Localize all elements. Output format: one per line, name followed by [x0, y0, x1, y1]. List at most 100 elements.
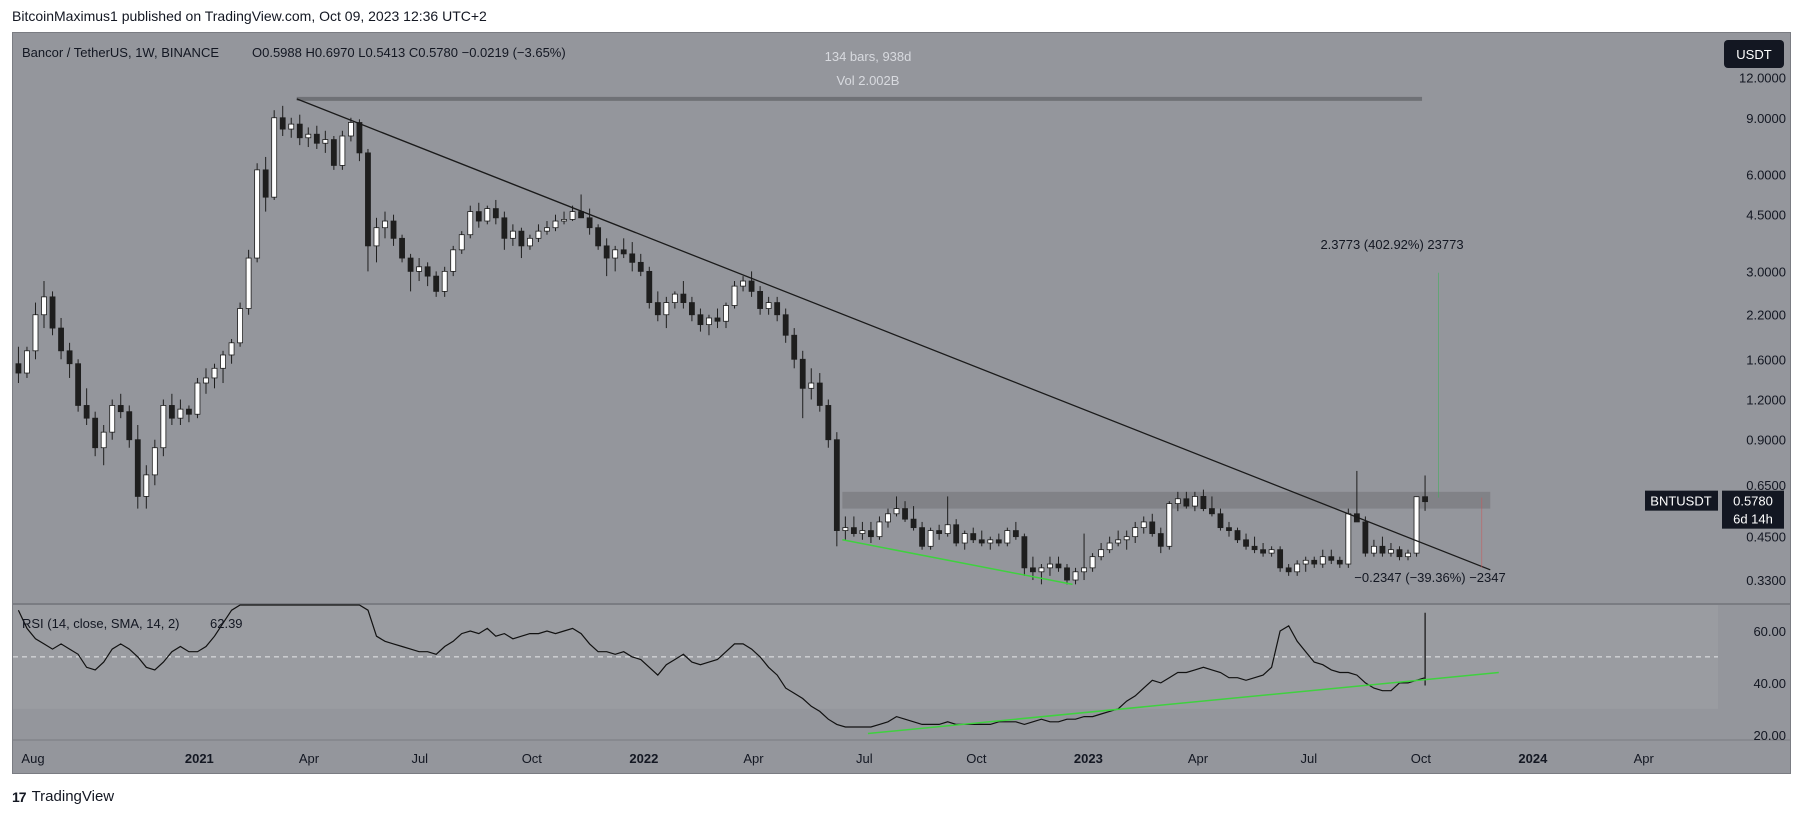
- candle-down: [399, 237, 405, 259]
- candle-down: [83, 405, 90, 419]
- candle-down: [595, 227, 602, 247]
- candle-up: [24, 350, 30, 374]
- candle-up: [1405, 552, 1411, 558]
- candle-up: [194, 382, 201, 415]
- candle-up: [211, 367, 218, 379]
- candle-down: [92, 417, 99, 449]
- candle-down: [629, 253, 636, 263]
- candle-up: [893, 508, 900, 515]
- candle-down: [1183, 498, 1190, 507]
- price-tick-label: 4.5000: [1746, 208, 1786, 223]
- time-tick-label: Jul: [411, 751, 428, 766]
- candle-down: [714, 317, 721, 322]
- candle-up: [527, 237, 533, 247]
- price-axis-bg: [1718, 33, 1790, 773]
- candle-up: [544, 227, 550, 232]
- time-tick-label: Aug: [21, 751, 44, 766]
- candle-down: [15, 363, 22, 374]
- candle-up: [245, 257, 252, 309]
- rsi-title: RSI (14, close, SMA, 14, 2): [22, 616, 180, 631]
- rsi-tick-label: 60.00: [1753, 624, 1786, 639]
- support-line: [842, 539, 1073, 586]
- candle-down: [1285, 567, 1292, 573]
- rsi-band: [13, 605, 1718, 709]
- time-tick-label: Jul: [1300, 751, 1317, 766]
- rsi-value: 62.39: [210, 616, 243, 631]
- candle-up: [1089, 556, 1096, 569]
- candle-up: [987, 539, 994, 544]
- tradingview-logo-icon: 17: [12, 788, 27, 805]
- candle-down: [637, 261, 644, 272]
- candle-down: [1311, 559, 1318, 565]
- candle-up: [1268, 549, 1275, 554]
- candle-up: [1098, 549, 1105, 558]
- time-tick-label: Apr: [299, 751, 320, 766]
- candle-up: [885, 513, 891, 523]
- candle-down: [697, 314, 704, 326]
- candle-up: [740, 280, 746, 287]
- candle-down: [850, 527, 857, 534]
- candle-up: [1413, 496, 1420, 554]
- time-tick-label: 2022: [629, 751, 658, 766]
- footer: 17 TradingView: [12, 788, 114, 805]
- candle-down: [936, 530, 943, 534]
- candle-down: [126, 411, 133, 441]
- rsi-line: [17, 604, 1426, 728]
- candle-down: [330, 139, 337, 166]
- candle-up: [373, 227, 380, 247]
- candle-up: [177, 408, 184, 419]
- candle-down: [689, 302, 695, 316]
- time-tick-label: 2024: [1518, 751, 1548, 766]
- candle-down: [1030, 567, 1036, 573]
- currency-button-label: USDT: [1736, 47, 1771, 62]
- candle-up: [961, 533, 968, 544]
- candle-up: [288, 123, 295, 130]
- candle-down: [654, 302, 661, 316]
- candle-up: [1004, 530, 1011, 544]
- candle-down: [919, 527, 925, 547]
- candle-up: [151, 447, 158, 476]
- measure-down-label: −0.2347 (−39.36%) −2347: [1354, 570, 1505, 585]
- volume-info: Vol 2.002B: [837, 73, 900, 88]
- candle-down: [186, 408, 192, 415]
- candle-up: [765, 302, 772, 309]
- candle-down: [995, 539, 1002, 544]
- resistance-zone: [842, 491, 1491, 509]
- candle-up: [944, 524, 951, 534]
- candle-down: [1209, 508, 1215, 515]
- candle-up: [1106, 542, 1113, 551]
- candle-up: [1191, 496, 1198, 507]
- candle-down: [1064, 567, 1070, 581]
- candle-down: [407, 257, 414, 272]
- candle-up: [382, 220, 388, 229]
- candle-down: [1217, 513, 1224, 529]
- candle-up: [339, 135, 346, 166]
- candle-up: [1345, 513, 1352, 565]
- candle-up: [254, 169, 261, 259]
- candle-up: [271, 117, 278, 198]
- candle-down: [390, 220, 397, 239]
- candle-up: [731, 285, 738, 306]
- candle-up: [723, 305, 729, 322]
- candle-down: [1021, 536, 1028, 569]
- candle-down: [1149, 521, 1156, 534]
- candle-up: [535, 230, 542, 239]
- time-tick-label: Oct: [522, 751, 543, 766]
- footer-brand[interactable]: TradingView: [31, 788, 115, 805]
- candle-down: [910, 518, 917, 529]
- candle-up: [859, 530, 866, 534]
- candle-down: [49, 296, 56, 329]
- candle-up: [561, 219, 567, 222]
- candle-down: [1422, 496, 1428, 503]
- candle-up: [109, 405, 116, 433]
- candle-down: [978, 539, 985, 544]
- candle-up: [808, 382, 815, 389]
- countdown-label: 6d 14h: [1733, 512, 1773, 527]
- candle-down: [748, 280, 755, 292]
- candle-up: [663, 302, 670, 316]
- candle-up: [842, 527, 849, 531]
- bars-info: 134 bars, 938d: [825, 49, 912, 64]
- candle-down: [868, 530, 874, 538]
- candle-up: [1047, 563, 1053, 569]
- candle-up: [237, 308, 243, 344]
